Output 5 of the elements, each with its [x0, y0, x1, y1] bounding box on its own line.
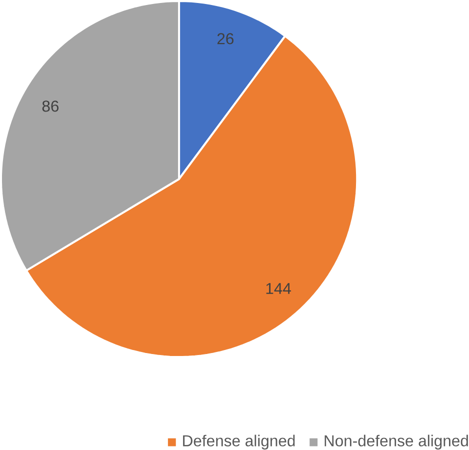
legend-label: Defense aligned [183, 435, 295, 450]
data-label: 26 [217, 33, 234, 45]
data-label: 86 [42, 100, 59, 112]
data-label: 144 [266, 283, 291, 294]
legend-label: Non-defense aligned [324, 435, 468, 450]
